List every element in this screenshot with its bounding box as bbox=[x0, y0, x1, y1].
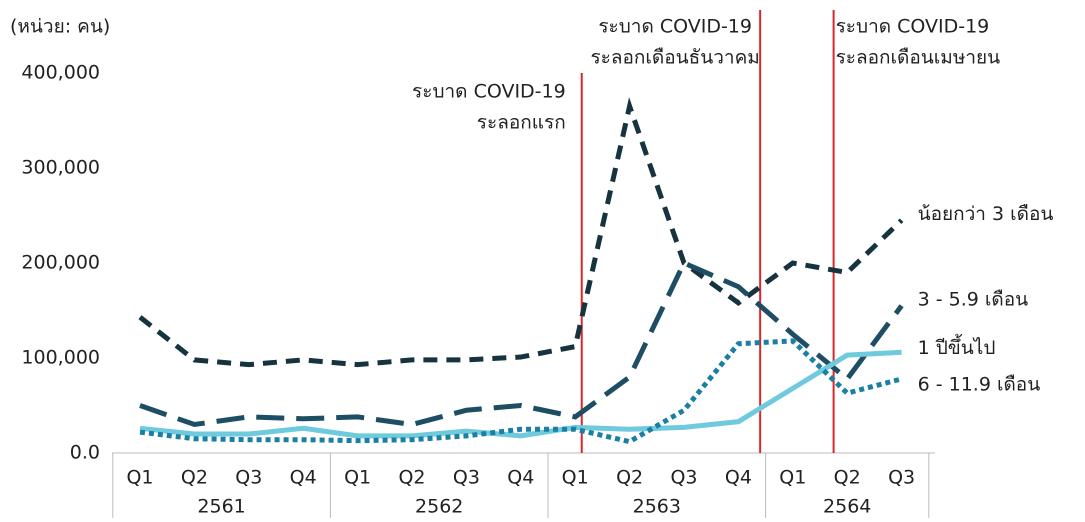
x-tick-label: Q3 bbox=[888, 467, 915, 489]
y-tick-label: 100,000 bbox=[21, 347, 100, 369]
x-tick-label: Q1 bbox=[779, 467, 806, 489]
y-tick-label: 300,000 bbox=[21, 157, 100, 179]
x-tick-label: Q3 bbox=[670, 467, 697, 489]
annotation-text: ระบาด COVID-19 bbox=[598, 16, 752, 38]
annotation-text: ระลอกแรก bbox=[477, 112, 566, 134]
annotation-text: ระบาด COVID-19 bbox=[412, 81, 566, 103]
x-tick-label: Q4 bbox=[507, 467, 534, 489]
x-tick-label: Q1 bbox=[344, 467, 371, 489]
series-label: 3 - 5.9 เดือน bbox=[918, 288, 1029, 310]
y-tick-label: 400,000 bbox=[21, 62, 100, 84]
annotation-text: ระบาด COVID-19 bbox=[836, 16, 990, 38]
annotation-text: ระลอกเดือนธันวาคม bbox=[590, 47, 759, 69]
year-label: 2564 bbox=[823, 496, 871, 518]
x-tick-label: Q2 bbox=[181, 467, 208, 489]
x-tick-label: Q4 bbox=[725, 467, 752, 489]
x-tick-label: Q3 bbox=[453, 467, 480, 489]
y-tick-label: 200,000 bbox=[21, 252, 100, 274]
series-label: 6 - 11.9 เดือน bbox=[918, 373, 1041, 395]
x-tick-label: Q1 bbox=[126, 467, 153, 489]
series-label: น้อยกว่า 3 เดือน bbox=[918, 203, 1054, 225]
x-tick-label: Q2 bbox=[616, 467, 643, 489]
x-tick-label: Q4 bbox=[290, 467, 317, 489]
year-label: 2561 bbox=[197, 496, 245, 518]
series-line bbox=[139, 259, 904, 428]
year-label: 2563 bbox=[633, 496, 681, 518]
x-tick-label: Q1 bbox=[562, 467, 589, 489]
series-line bbox=[139, 349, 902, 439]
x-tick-label: Q3 bbox=[235, 467, 262, 489]
year-label: 2562 bbox=[415, 496, 463, 518]
series-line bbox=[139, 338, 903, 445]
y-tick-label: 0.0 bbox=[70, 442, 100, 464]
annotation-text: ระลอกเดือนเมษายน bbox=[836, 47, 1001, 69]
x-tick-label: Q2 bbox=[834, 467, 861, 489]
unit-label: (หน่วย: คน) bbox=[10, 16, 110, 38]
series-line bbox=[138, 97, 904, 368]
x-tick-label: Q2 bbox=[398, 467, 425, 489]
series-label: 1 ปีขึ้นไป bbox=[918, 334, 996, 359]
